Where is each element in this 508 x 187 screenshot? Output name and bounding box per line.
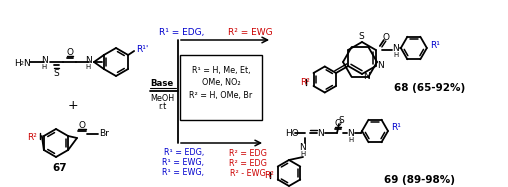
- Text: R²: R²: [27, 133, 37, 142]
- Text: R¹ = EDG,: R¹ = EDG,: [164, 148, 207, 157]
- Text: S: S: [54, 68, 59, 77]
- Text: H: H: [85, 64, 90, 70]
- Text: 2: 2: [19, 61, 23, 65]
- Text: H: H: [393, 52, 398, 58]
- Text: 68 (65-92%): 68 (65-92%): [394, 83, 466, 93]
- Text: N: N: [41, 56, 47, 65]
- Text: N: N: [393, 44, 399, 53]
- Text: R¹ = EWG,: R¹ = EWG,: [163, 159, 207, 168]
- Text: 67: 67: [53, 163, 68, 173]
- Text: R¹: R¹: [391, 123, 401, 133]
- Text: O: O: [79, 122, 85, 131]
- Text: N: N: [318, 128, 325, 137]
- Text: H: H: [14, 59, 21, 68]
- Text: R¹ = H, Me, Et,: R¹ = H, Me, Et,: [192, 65, 250, 74]
- Text: r.t: r.t: [158, 102, 166, 111]
- Text: R¹: R¹: [430, 41, 440, 50]
- Text: OMe, NO₂: OMe, NO₂: [202, 77, 240, 87]
- Text: N: N: [377, 61, 384, 70]
- Text: HO: HO: [285, 128, 299, 137]
- Text: O: O: [334, 119, 341, 128]
- Text: H: H: [348, 137, 354, 143]
- Text: O: O: [67, 47, 74, 56]
- Text: R¹': R¹': [136, 45, 148, 53]
- Text: N: N: [23, 59, 30, 68]
- Text: R² = H, OMe, Br: R² = H, OMe, Br: [189, 91, 252, 99]
- Text: S: S: [338, 116, 344, 125]
- Text: +: +: [68, 99, 78, 111]
- Text: S: S: [358, 31, 364, 41]
- Text: Base: Base: [150, 79, 174, 88]
- Text: N: N: [364, 71, 370, 80]
- Text: R² = EDG: R² = EDG: [229, 159, 267, 168]
- Text: H: H: [41, 64, 47, 70]
- Text: R¹ = EDG,: R¹ = EDG,: [158, 27, 207, 36]
- Text: N: N: [300, 142, 306, 151]
- Bar: [180, 55, 262, 120]
- Text: R²: R²: [300, 78, 310, 87]
- Text: R¹ = EWG,: R¹ = EWG,: [163, 168, 207, 177]
- Text: 69 (89-98%): 69 (89-98%): [385, 175, 456, 185]
- Text: O: O: [383, 33, 389, 42]
- Text: N: N: [347, 128, 355, 137]
- Text: Br: Br: [99, 130, 109, 139]
- Text: N: N: [85, 56, 91, 65]
- Text: R² = EWG: R² = EWG: [228, 27, 272, 36]
- Text: R²: R²: [264, 171, 274, 180]
- Text: R² - EWG: R² - EWG: [230, 168, 266, 177]
- Text: MeOH: MeOH: [150, 94, 174, 102]
- Text: H: H: [300, 151, 306, 157]
- Text: R² = EDG: R² = EDG: [229, 148, 267, 157]
